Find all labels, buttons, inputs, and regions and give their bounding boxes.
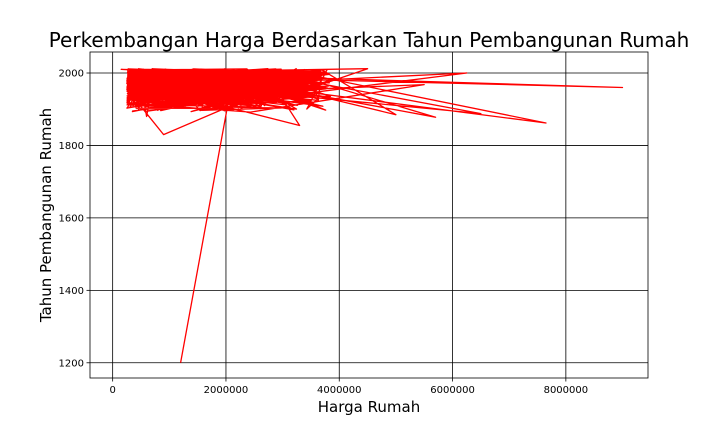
x-tick-label: 2000000 — [204, 385, 249, 396]
y-tick-label: 1200 — [59, 358, 84, 369]
x-tick-label: 0 — [109, 385, 115, 396]
x-tick-label: 4000000 — [317, 385, 362, 396]
y-tick-label: 1400 — [59, 286, 84, 297]
y-tick-label: 1800 — [59, 141, 84, 152]
y-axis: 1200 1400 1600 1800 2000 — [59, 69, 90, 369]
y-tick-label: 2000 — [59, 69, 84, 80]
x-tick-label: 6000000 — [430, 385, 475, 396]
y-tick-label: 1600 — [59, 213, 84, 224]
x-tick-label: 8000000 — [544, 385, 589, 396]
y-axis-title: Tahun Pembangunan Rumah — [37, 108, 55, 323]
data-series — [120, 68, 624, 363]
plot-frame — [89, 51, 649, 379]
x-axis-title: Harga Rumah — [318, 398, 420, 416]
series-line — [120, 68, 624, 363]
chart-title: Perkembangan Harga Berdasarkan Tahun Pem… — [49, 28, 690, 52]
x-axis: 0 2000000 4000000 6000000 8000000 — [109, 378, 588, 396]
